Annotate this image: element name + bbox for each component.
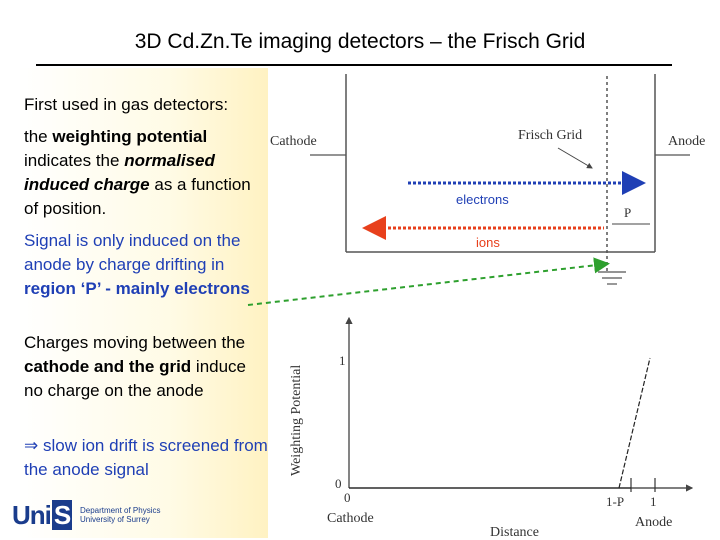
- logo-s: S: [51, 500, 73, 530]
- anode-label: Anode: [668, 134, 705, 149]
- frisch-grid-label: Frisch Grid: [518, 128, 582, 143]
- x-tick-label-onep: 1-P: [606, 494, 624, 509]
- text-bold-region-p: region ‘P’ - mainly electrons: [24, 279, 250, 298]
- region-p-pointer-arrow: [247, 257, 610, 306]
- university-logo: Uni S: [12, 500, 73, 531]
- p-label: P: [624, 205, 631, 220]
- y-axis-title: Weighting Potential: [289, 365, 304, 476]
- text-run: as a function of position.: [24, 175, 251, 218]
- slide-title: 3D Cd.Zn.Te imaging detectors – the Fris…: [134, 30, 586, 53]
- text-run: indicates the: [24, 151, 125, 170]
- x-axis-title: Distance: [490, 525, 539, 540]
- logo-uni: Uni: [12, 500, 52, 530]
- weighting-potential-plot: 1 0 0 1-P 1 Cathode Anode Distance Weigh…: [289, 316, 694, 540]
- logo-line-department: Department of Physics: [80, 506, 161, 515]
- paragraph-signal-induced: Signal is only induced on the anode by c…: [24, 229, 269, 301]
- x-tick-label-zero: 0: [344, 490, 351, 505]
- paragraph-first-used: First used in gas detectors:: [24, 93, 269, 117]
- text-bold-cathode-grid: cathode and the grid: [24, 357, 192, 376]
- y-tick-label-zero: 0: [335, 476, 342, 491]
- text-bold-weighting-potential: weighting potential: [52, 127, 208, 146]
- text-panel-background: [18, 68, 268, 538]
- y-tick-label-one: 1: [339, 353, 346, 368]
- text-run: Charges moving between the: [24, 333, 246, 352]
- logo-line-university: University of Surrey: [80, 515, 150, 524]
- paragraph-slow-ion-drift: ⇒ slow ion drift is screened from the an…: [24, 434, 269, 482]
- text-first-used: First used in gas detectors:: [24, 95, 229, 114]
- paragraph-weighting-potential: the weighting potential indicates the no…: [24, 125, 269, 221]
- electrons-label: electrons: [456, 192, 509, 207]
- text-run: the: [24, 127, 53, 146]
- x-cathode-label: Cathode: [327, 511, 374, 526]
- title-rule: [36, 64, 672, 66]
- text-run: Signal is only induced on the anode by c…: [24, 231, 241, 274]
- x-anode-label: Anode: [635, 515, 672, 530]
- paragraph-charges-moving: Charges moving between the cathode and t…: [24, 331, 269, 403]
- logo-caption: Department of Physics University of Surr…: [80, 506, 160, 524]
- cathode-label: Cathode: [270, 134, 317, 149]
- text-bold-induced-charge: normalised induced charge: [24, 151, 215, 194]
- text-slow-ion-drift: ⇒ slow ion drift is screened from the an…: [24, 436, 268, 479]
- detector-schematic: Cathode Frisch Grid Anode P electrons io…: [270, 74, 705, 285]
- text-run: induce no charge on the anode: [24, 357, 247, 400]
- weighting-potential-ramp-segment: [618, 357, 651, 489]
- x-tick-label-one: 1: [650, 494, 657, 509]
- ions-label: ions: [476, 235, 500, 250]
- frisch-grid-pointer: [557, 147, 593, 169]
